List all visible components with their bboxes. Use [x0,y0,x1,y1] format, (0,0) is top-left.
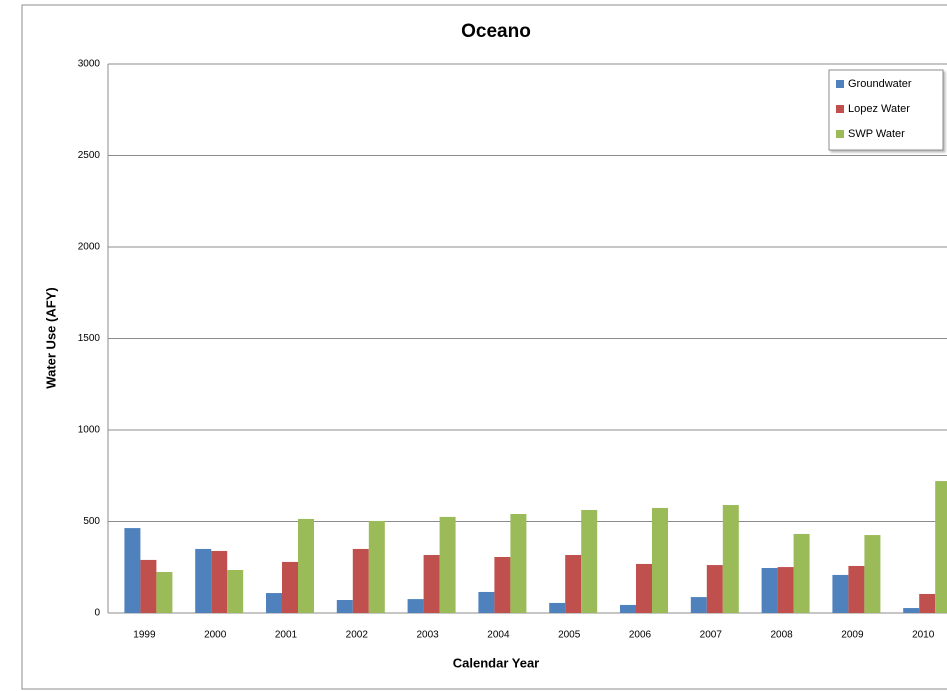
legend-box [828,69,944,151]
bar [761,567,778,613]
y-tick-label: 500 [83,516,100,527]
x-tick-label: 2000 [204,630,227,641]
legend-swatch [836,105,844,113]
y-tick-label: 0 [94,608,100,619]
bar [282,561,298,613]
x-tick-label: 2003 [416,630,439,641]
bar [407,599,424,613]
legend-swatch [836,80,844,88]
bar [777,567,794,613]
bar [352,548,369,613]
bar [423,554,440,613]
bar [935,481,947,613]
bar [565,554,582,613]
bar [549,602,566,613]
bar [227,569,244,613]
bar [690,597,707,613]
x-tick-label: 1999 [133,630,156,641]
bar [919,593,936,613]
bar [195,548,212,613]
bar [439,516,456,613]
bar [124,528,141,613]
bar [156,572,173,613]
bar [478,591,495,613]
legend-label: SWP Water [848,128,905,140]
x-axis-title: Calendar Year [453,655,539,670]
bar [722,505,739,613]
bar [494,557,511,613]
x-tick-label: 2006 [629,630,652,641]
x-tick-label: 2009 [841,630,864,641]
bar [706,565,723,613]
chart-title: Oceano [461,21,531,42]
legend-label: Groundwater [848,78,912,90]
bar [211,550,228,613]
bar [848,565,865,613]
bar [140,559,157,613]
x-tick-label: 2001 [275,630,298,641]
x-tick-label: 2010 [912,630,935,641]
x-tick-label: 2004 [487,630,510,641]
x-tick-label: 2008 [770,630,793,641]
bar [510,513,527,613]
y-tick-label: 3000 [78,59,101,70]
bar [620,604,636,613]
y-tick-label: 1000 [78,425,101,436]
y-tick-label: 2500 [78,150,101,161]
y-tick-label: 2000 [78,242,101,253]
bar [864,535,881,613]
bar [336,600,353,613]
bar [368,520,385,613]
bar [581,509,598,613]
bar [652,507,668,613]
x-tick-label: 2002 [346,630,369,641]
bar [903,608,920,613]
x-tick-label: 2005 [558,630,581,641]
bar [636,563,652,613]
bar [793,533,810,613]
bar [298,518,314,613]
x-tick-label: 2007 [700,630,723,641]
bar [266,593,282,613]
legend-label: Lopez Water [848,103,910,115]
y-tick-label: 1500 [78,333,101,344]
bar [832,574,849,613]
legend-swatch [836,130,844,138]
y-axis-title: Water Use (AFY) [43,287,58,388]
